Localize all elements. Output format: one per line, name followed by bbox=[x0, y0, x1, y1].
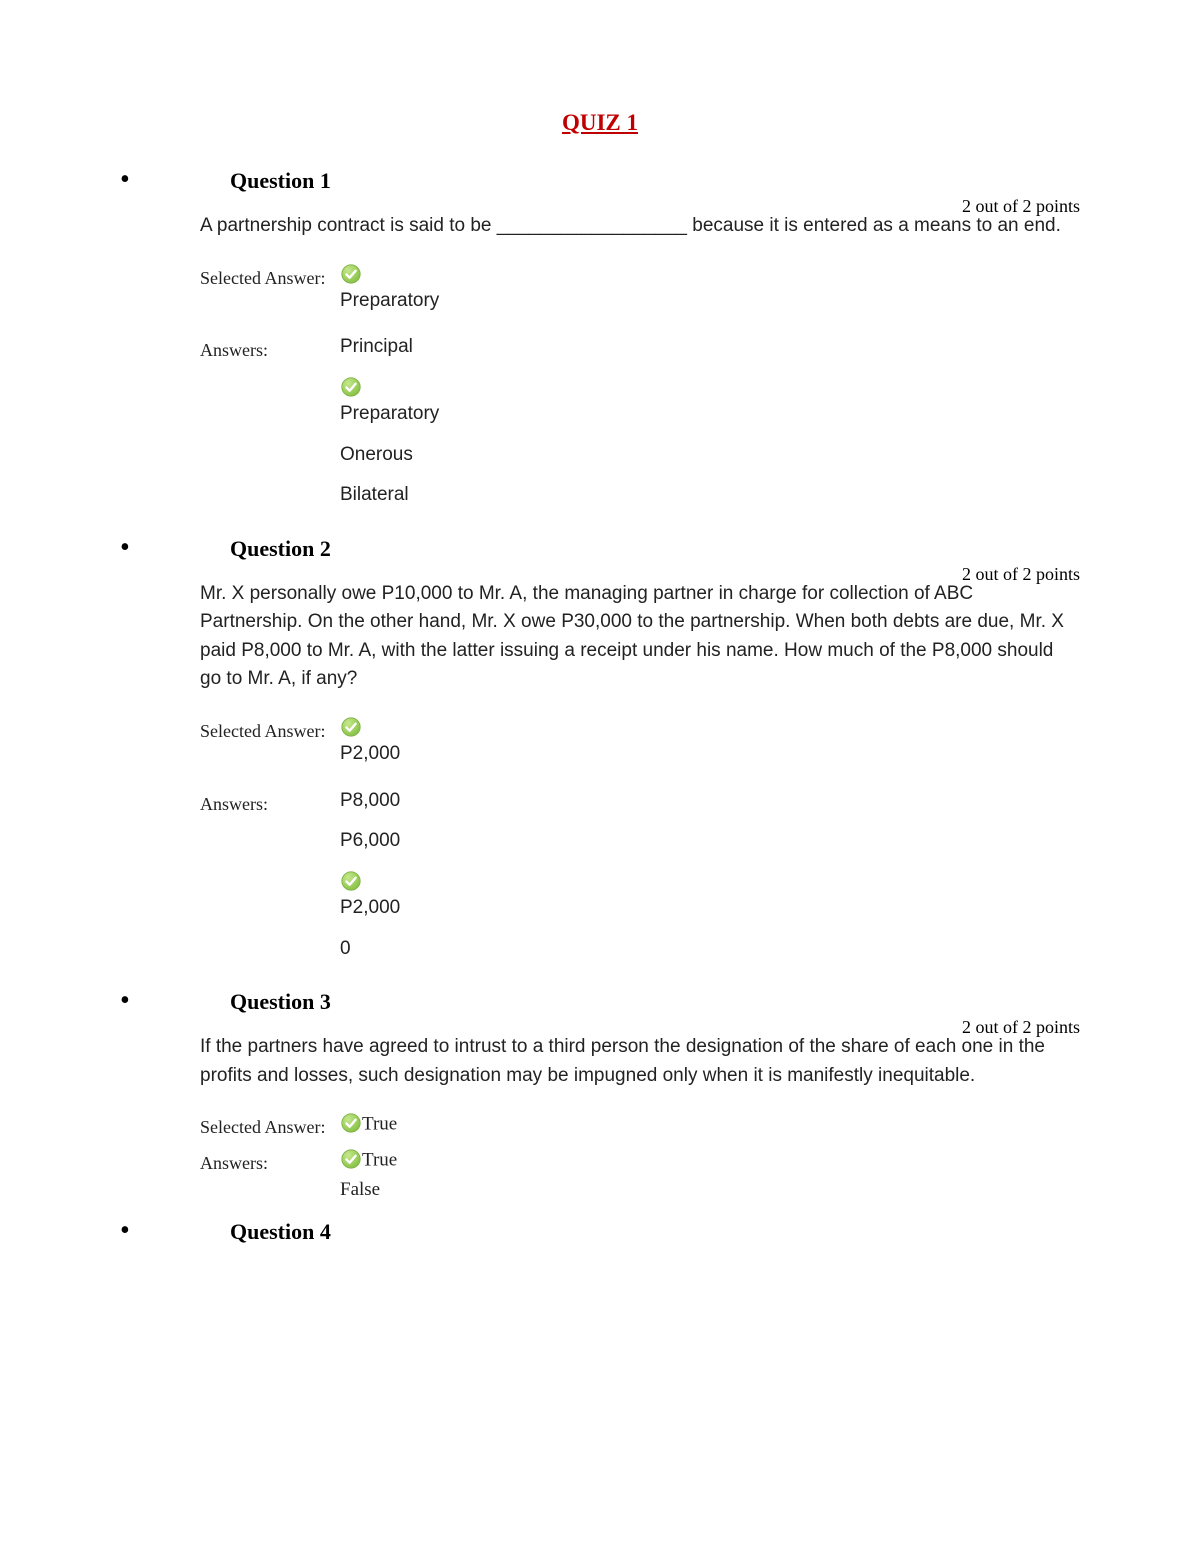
question-header-row: •Question 2 bbox=[120, 534, 1080, 562]
question-heading: Question 1 bbox=[230, 168, 331, 194]
question-block: •Question 32 out of 2 pointsIf the partn… bbox=[120, 987, 1080, 1207]
bullet: • bbox=[120, 1217, 230, 1245]
answer-text: 0 bbox=[340, 938, 351, 959]
selected-answer-label: Selected Answer: bbox=[200, 716, 340, 745]
check-icon bbox=[340, 1148, 362, 1170]
answers-values: P8,000 P6,000 P2,000 0 bbox=[340, 789, 1080, 978]
answer-text: P6,000 bbox=[340, 830, 400, 851]
answer-table: Selected Answer:PreparatoryAnswers:Princ… bbox=[190, 263, 1080, 524]
selected-answer-label: Selected Answer: bbox=[200, 263, 340, 292]
check-icon bbox=[340, 376, 362, 398]
answers-row: Answers: True False bbox=[200, 1148, 1080, 1207]
question-body: If the partners have agreed to intrust t… bbox=[190, 1033, 1080, 1207]
bullet: • bbox=[120, 987, 230, 1015]
question-header-row: •Question 4 bbox=[120, 1217, 1080, 1245]
answers-label: Answers: bbox=[200, 335, 340, 364]
answer-option: 0 bbox=[340, 937, 1080, 962]
answer-option: True bbox=[340, 1148, 1080, 1174]
answer-text: Onerous bbox=[340, 444, 413, 465]
check-icon bbox=[340, 263, 362, 285]
answer-text: Principal bbox=[340, 336, 413, 357]
question-body: A partnership contract is said to be ___… bbox=[190, 212, 1080, 524]
questions-container: •Question 12 out of 2 pointsA partnershi… bbox=[120, 166, 1080, 1245]
selected-answer-value: P2,000 bbox=[340, 716, 1080, 783]
answer-option: P2,000 bbox=[340, 716, 1080, 767]
answer-option: Bilateral bbox=[340, 483, 1080, 508]
answers-label: Answers: bbox=[200, 789, 340, 818]
question-heading: Question 4 bbox=[230, 1219, 331, 1245]
answers-row: Answers:Principal Preparatory Onerous Bilat… bbox=[200, 335, 1080, 524]
check-icon bbox=[340, 1112, 362, 1134]
selected-answer-value: True bbox=[340, 1112, 1080, 1142]
answer-text: P2,000 bbox=[340, 897, 400, 918]
answer-table: Selected Answer:P2,000Answers:P8,000P6,0… bbox=[190, 716, 1080, 977]
answer-text: Preparatory bbox=[340, 403, 439, 424]
question-score: 2 out of 2 points bbox=[962, 564, 1080, 585]
answer-option: Preparatory bbox=[340, 376, 1080, 427]
check-icon bbox=[340, 716, 362, 738]
question-block: •Question 4 bbox=[120, 1217, 1080, 1245]
selected-answer-row: Selected Answer:P2,000 bbox=[200, 716, 1080, 783]
answer-option: False bbox=[340, 1178, 1080, 1203]
bullet: • bbox=[120, 534, 230, 562]
answer-table: Selected Answer: True Answers: True False bbox=[190, 1112, 1080, 1207]
answers-label: Answers: bbox=[200, 1148, 340, 1177]
selected-answer-value: Preparatory bbox=[340, 263, 1080, 330]
answer-text: P2,000 bbox=[340, 743, 400, 764]
answers-row: Answers:P8,000 P6,000 P2,000 0 bbox=[200, 789, 1080, 978]
question-block: •Question 12 out of 2 pointsA partnershi… bbox=[120, 166, 1080, 524]
answer-text: True bbox=[362, 1150, 397, 1171]
selected-answer-row: Selected Answer: True bbox=[200, 1112, 1080, 1142]
question-block: •Question 22 out of 2 pointsMr. X person… bbox=[120, 534, 1080, 977]
quiz-title: QUIZ 1 bbox=[120, 110, 1080, 136]
answer-text: P8,000 bbox=[340, 790, 400, 811]
question-body: Mr. X personally owe P10,000 to Mr. A, t… bbox=[190, 580, 1080, 977]
answer-option: P8,000 bbox=[340, 789, 1080, 814]
question-header-row: •Question 3 bbox=[120, 987, 1080, 1015]
answer-text: Preparatory bbox=[340, 290, 439, 311]
answer-option: Principal bbox=[340, 335, 1080, 360]
question-score: 2 out of 2 points bbox=[962, 1017, 1080, 1038]
answer-option: True bbox=[340, 1112, 1080, 1138]
answer-option: Preparatory bbox=[340, 263, 1080, 314]
check-icon bbox=[340, 870, 362, 892]
bullet: • bbox=[120, 166, 230, 194]
selected-answer-label: Selected Answer: bbox=[200, 1112, 340, 1141]
question-text: Mr. X personally owe P10,000 to Mr. A, t… bbox=[190, 580, 1080, 694]
answer-text: Bilateral bbox=[340, 484, 409, 505]
selected-answer-row: Selected Answer:Preparatory bbox=[200, 263, 1080, 330]
answer-option: P2,000 bbox=[340, 870, 1080, 921]
question-score: 2 out of 2 points bbox=[962, 196, 1080, 217]
answers-values: True False bbox=[340, 1148, 1080, 1207]
question-header-row: •Question 1 bbox=[120, 166, 1080, 194]
question-text: If the partners have agreed to intrust t… bbox=[190, 1033, 1080, 1090]
answer-text: True bbox=[362, 1114, 397, 1135]
answers-values: Principal Preparatory Onerous Bilateral bbox=[340, 335, 1080, 524]
answer-option: P6,000 bbox=[340, 829, 1080, 854]
question-text: A partnership contract is said to be ___… bbox=[190, 212, 1080, 241]
answer-text: False bbox=[340, 1179, 380, 1200]
question-heading: Question 2 bbox=[230, 536, 331, 562]
page: QUIZ 1 •Question 12 out of 2 pointsA par… bbox=[0, 0, 1200, 1553]
answer-option: Onerous bbox=[340, 443, 1080, 468]
question-heading: Question 3 bbox=[230, 989, 331, 1015]
